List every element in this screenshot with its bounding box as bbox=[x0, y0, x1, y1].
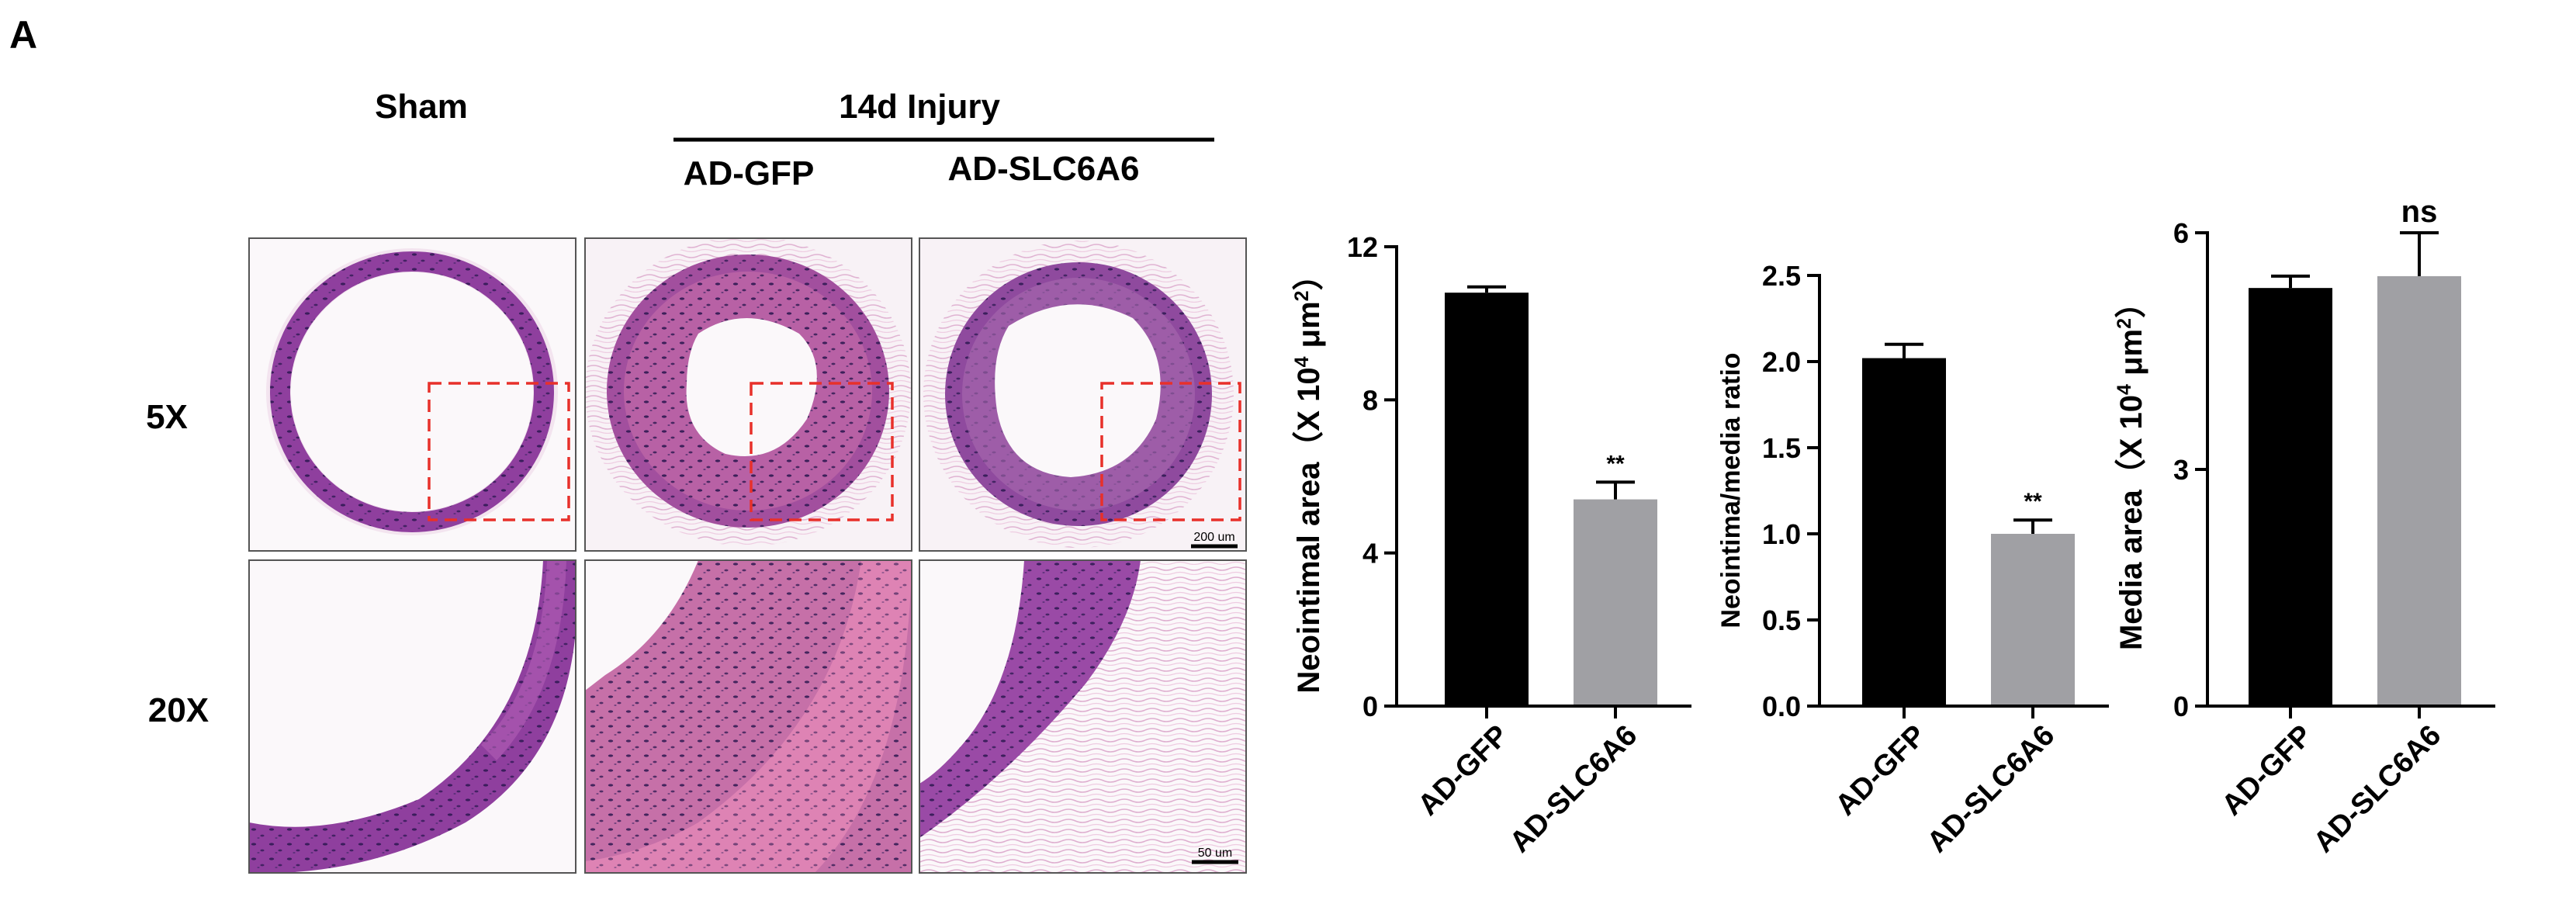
bar-ad-slc6a6 bbox=[2377, 275, 2461, 707]
y-axis-label-superscript: 2 bbox=[1291, 290, 1313, 301]
significance-label: ** bbox=[1606, 451, 1625, 476]
panel-label: A bbox=[9, 13, 37, 57]
y-axis-label-superscript: 4 bbox=[1291, 356, 1313, 367]
zoom-region-box bbox=[1100, 382, 1241, 521]
y-tick-label: 4 bbox=[1362, 538, 1378, 570]
histology-frame bbox=[584, 559, 912, 874]
histology-sham-5x bbox=[249, 238, 576, 551]
col-header-injury: 14d Injury bbox=[839, 88, 1000, 126]
y-axis-label-superscript: 2 bbox=[2114, 318, 2135, 329]
col-header-ad-gfp: AD-GFP bbox=[684, 154, 815, 192]
x-tick-label: AD-GFP bbox=[1412, 719, 1515, 822]
histology-sham-20x bbox=[249, 560, 576, 873]
histology-frame bbox=[248, 559, 576, 874]
col-header-ad-slc6a6: AD-SLC6A6 bbox=[948, 150, 1140, 188]
significance-label: ns bbox=[2401, 195, 2438, 229]
histology-gfp-5x bbox=[585, 238, 912, 551]
bar-ad-gfp bbox=[1445, 293, 1529, 706]
x-tick-label: AD-SLC6A6 bbox=[1504, 719, 1643, 859]
histology-frame bbox=[584, 237, 912, 552]
y-tick-label: 0.5 bbox=[1762, 604, 1801, 636]
y-axis-label: Neointima/media ratio bbox=[1716, 352, 1746, 628]
y-axis-label: Neointimal area（X 104 μm2） bbox=[1291, 259, 1326, 693]
scale-bar-label-50: 50 um bbox=[1198, 847, 1232, 860]
bar-ad-gfp bbox=[1862, 358, 1946, 706]
bar-ad-gfp bbox=[2249, 288, 2332, 707]
y-axis-label-part: ） bbox=[1292, 259, 1326, 290]
y-tick-label: 0 bbox=[1362, 691, 1378, 722]
significance-label: ** bbox=[2024, 489, 2042, 514]
y-tick-label: 1.0 bbox=[1762, 518, 1801, 550]
row-label-20x: 20X bbox=[148, 691, 209, 729]
y-tick-label: 8 bbox=[1362, 384, 1378, 416]
y-axis-label-part: μm bbox=[1292, 301, 1326, 356]
y-tick-label: 2.5 bbox=[1762, 260, 1801, 292]
x-tick-label: AD-GFP bbox=[2216, 719, 2319, 822]
x-tick-label: AD-GFP bbox=[1830, 719, 1933, 822]
y-axis-label-part: Neointimal area（X 10 bbox=[1292, 367, 1326, 693]
bar-ad-slc6a6 bbox=[1574, 499, 1657, 706]
scale-bar-label-200: 200 um bbox=[1193, 531, 1234, 544]
histology-slc6a6-5x bbox=[919, 238, 1246, 551]
zoom-region-box bbox=[428, 382, 570, 521]
y-tick-label: 0.0 bbox=[1762, 691, 1801, 722]
y-tick-label: 0 bbox=[2173, 691, 2189, 722]
x-tick-label: AD-SLC6A6 bbox=[1921, 719, 2061, 859]
y-tick-label: 2.0 bbox=[1762, 346, 1801, 378]
histology-frame bbox=[248, 237, 576, 552]
y-tick-label: 6 bbox=[2173, 217, 2189, 249]
zoom-region-box bbox=[750, 382, 894, 521]
y-tick-label: 12 bbox=[1347, 231, 1378, 263]
y-axis-label-superscript: 4 bbox=[2114, 384, 2135, 395]
histology-gfp-20x bbox=[585, 560, 912, 873]
y-axis-label: Media area（X 104 μm2） bbox=[2114, 287, 2148, 650]
histology-frame bbox=[919, 559, 1247, 874]
col-header-sham: Sham bbox=[375, 88, 468, 126]
chart-neointimal-area: AD-GFP ** AD-SLC6A6 0 4 8 12 Neointimal area（X … bbox=[1291, 231, 1691, 859]
y-axis-label-part: ） bbox=[2114, 287, 2148, 318]
row-label-5x: 5X bbox=[146, 398, 188, 436]
histology-slc6a6-20x bbox=[919, 560, 1246, 873]
chart-media-area: AD-GFP ns AD-SLC6A6 0 3 6 Media area（X 104 μm2… bbox=[2114, 195, 2495, 859]
y-axis-label-part: μm bbox=[2114, 329, 2148, 384]
x-tick-label: AD-SLC6A6 bbox=[2308, 719, 2447, 859]
y-tick-label: 3 bbox=[2173, 454, 2189, 486]
bar-ad-slc6a6 bbox=[1991, 534, 2075, 706]
y-tick-label: 1.5 bbox=[1762, 432, 1801, 464]
histology-frame bbox=[919, 237, 1247, 552]
y-axis-label-part: Media area（X 10 bbox=[2114, 395, 2148, 650]
chart-neointima-media-ratio: AD-GFP ** AD-SLC6A6 0.0 0.5 1.0 1.5 2.0 2.5 Neoin… bbox=[1716, 260, 2109, 859]
